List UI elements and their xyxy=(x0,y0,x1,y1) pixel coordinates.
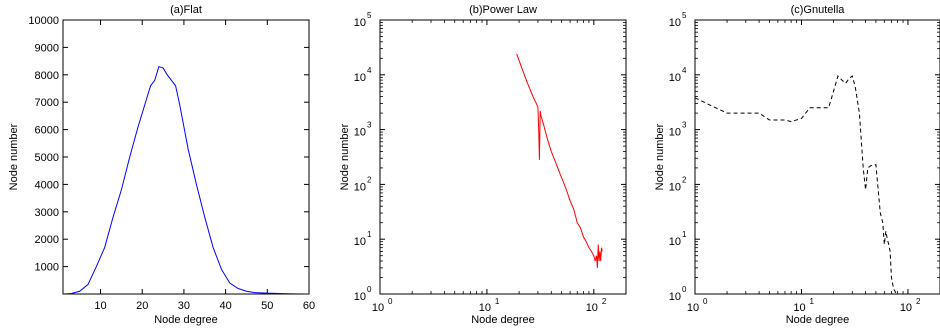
panel-flat: (a)Flat 10 20 30 40 50 60 1000 2000 3000 4000 5000 6… xyxy=(8,4,315,326)
y-tick-label: 10 xyxy=(354,291,366,303)
y-tick-label: 4000 xyxy=(35,179,59,191)
y-tick-label: 7000 xyxy=(35,97,59,109)
y-tick-label: 10 xyxy=(669,291,681,303)
x-axis-label: Node degree xyxy=(786,314,850,326)
y-axis-label: Node number xyxy=(339,123,351,190)
x-tick-label: 10 xyxy=(479,302,491,314)
x-tick-label: 30 xyxy=(178,300,190,312)
series-line xyxy=(695,75,897,294)
y-tick-exponent: 4 xyxy=(682,66,687,75)
y-tick-label: 10 xyxy=(669,72,681,84)
y-tick-label: 10 xyxy=(669,181,681,193)
panel-power-law: (b)Power Law100101102100101102103104105N… xyxy=(339,4,627,326)
panel-gnutella: (c)Gnutella100101102100101102103104105No… xyxy=(654,4,940,326)
y-tick-label: 10 xyxy=(354,181,366,193)
x-tick-label: 10 xyxy=(793,302,805,314)
y-tick-exponent: 0 xyxy=(367,285,372,294)
chart-title: (a)Flat xyxy=(170,4,202,16)
y-tick-label: 6000 xyxy=(35,125,59,137)
y-tick-label: 9000 xyxy=(35,42,59,54)
x-tick-exponent: 0 xyxy=(703,297,708,306)
y-tick-label: 10 xyxy=(669,127,681,139)
y-tick-exponent: 1 xyxy=(367,230,372,239)
y-tick-label: 10 xyxy=(669,17,681,29)
y-tick-label: 10 xyxy=(354,127,366,139)
plot-area xyxy=(379,19,627,295)
y-tick-label: 1000 xyxy=(35,262,59,274)
y-tick-label: 10 xyxy=(354,236,366,248)
series-line xyxy=(63,65,309,294)
y-tick-exponent: 2 xyxy=(367,175,372,184)
plot-area xyxy=(62,19,310,295)
x-tick-label: 20 xyxy=(136,300,148,312)
y-tick-label: 10000 xyxy=(28,15,59,27)
y-tick-label: 10 xyxy=(669,236,681,248)
plot-area xyxy=(694,19,940,295)
y-tick-exponent: 5 xyxy=(367,11,372,20)
x-tick-label: 60 xyxy=(303,300,315,312)
series-line xyxy=(516,53,603,268)
y-tick-exponent: 2 xyxy=(682,175,687,184)
x-tick-exponent: 2 xyxy=(602,297,607,306)
chart-title: (c)Gnutella xyxy=(791,4,846,16)
y-tick-exponent: 3 xyxy=(682,121,687,130)
y-tick-label: 10 xyxy=(354,17,366,29)
x-tick-label: 10 xyxy=(94,300,106,312)
x-tick-exponent: 1 xyxy=(809,297,814,306)
x-tick-label: 10 xyxy=(900,302,912,314)
x-tick-label: 10 xyxy=(372,302,384,314)
x-axis-label: Node degree xyxy=(154,314,218,326)
x-tick-label: 50 xyxy=(261,300,273,312)
x-tick-exponent: 2 xyxy=(916,297,921,306)
chart-title: (b)Power Law xyxy=(469,4,537,16)
x-axis-label: Node degree xyxy=(471,314,535,326)
y-tick-label: 10 xyxy=(354,72,366,84)
x-tick-label: 10 xyxy=(586,302,598,314)
x-tick-exponent: 0 xyxy=(388,297,393,306)
y-tick-exponent: 5 xyxy=(682,11,687,20)
y-tick-exponent: 3 xyxy=(367,121,372,130)
y-tick-exponent: 1 xyxy=(682,230,687,239)
x-tick-label: 40 xyxy=(219,300,231,312)
y-axis-label: Node number xyxy=(654,123,666,190)
x-tick-label: 10 xyxy=(687,302,699,314)
y-tick-label: 3000 xyxy=(35,207,59,219)
x-tick-exponent: 1 xyxy=(495,297,500,306)
y-tick-exponent: 4 xyxy=(367,66,372,75)
y-tick-label: 5000 xyxy=(35,152,59,164)
y-tick-label: 8000 xyxy=(35,70,59,82)
y-tick-exponent: 0 xyxy=(682,285,687,294)
y-axis-label: Node number xyxy=(8,123,20,190)
y-tick-label: 2000 xyxy=(35,234,59,246)
